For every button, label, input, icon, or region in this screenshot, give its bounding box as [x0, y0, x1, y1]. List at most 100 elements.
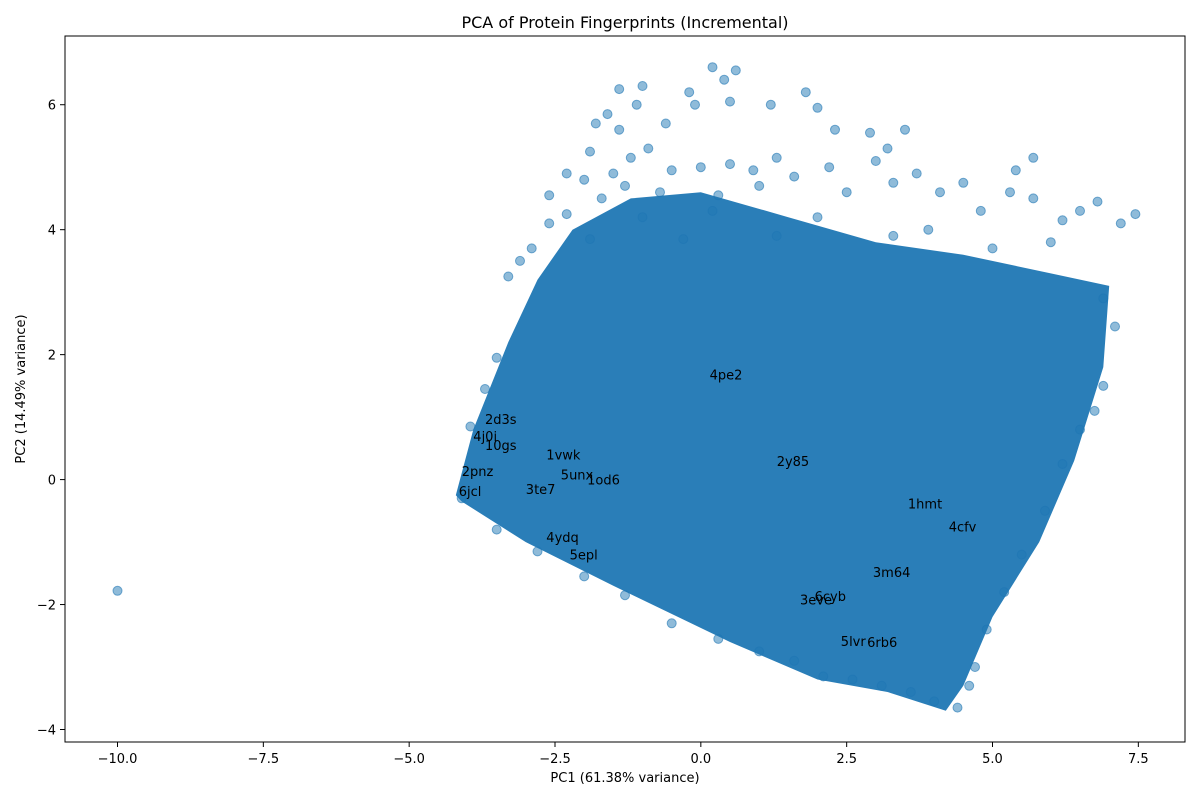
data-point [1115, 218, 1126, 229]
data-point [888, 230, 899, 241]
data-point [975, 205, 986, 216]
data-point [981, 624, 992, 635]
data-point [929, 696, 940, 707]
data-point [964, 680, 975, 691]
x-tick-label: −7.5 [248, 752, 280, 767]
data-point [748, 165, 759, 176]
plot-frame [64, 35, 1186, 743]
point-annotation: 1hmt [908, 497, 942, 512]
data-point [620, 180, 630, 191]
data-point [695, 162, 706, 173]
data-point [970, 662, 980, 672]
data-point [707, 62, 718, 73]
data-point [865, 127, 875, 138]
y-tick-label: 0 [48, 474, 56, 489]
point-annotation: 5epl [570, 549, 598, 564]
data-point [999, 587, 1010, 598]
data-point [666, 618, 677, 629]
data-point [637, 212, 648, 223]
data-point [1075, 424, 1085, 435]
data-point [1016, 549, 1027, 560]
x-tick-label: −5.0 [393, 752, 425, 767]
data-point [754, 180, 765, 191]
y-axis: −4 −2 0 2 4 6 [37, 99, 65, 739]
x-axis: −10.0 −7.5 −5.0 −2.5 0.0 2.5 5.0 7.5 [98, 742, 1149, 767]
data-point [841, 187, 852, 198]
point-annotation: 2pnz [462, 465, 494, 480]
data-point [614, 124, 625, 135]
data-point [620, 590, 630, 601]
data-point [515, 255, 525, 266]
data-point [614, 84, 625, 95]
data-point [812, 212, 823, 223]
data-point [888, 177, 899, 188]
data-point [480, 384, 490, 394]
data-point [544, 190, 555, 201]
data-point [1028, 152, 1039, 163]
data-point [1098, 380, 1109, 391]
data-point [465, 421, 476, 432]
data-point [1089, 405, 1100, 416]
data-point [719, 74, 730, 85]
data-point [725, 159, 735, 170]
data-point [602, 109, 613, 120]
point-annotation: 4cfv [949, 521, 977, 536]
y-tick-label: 6 [48, 99, 56, 114]
data-point [911, 168, 922, 179]
data-point [678, 234, 689, 245]
data-point [579, 174, 590, 185]
point-annotation: 1vwk [546, 449, 581, 464]
x-axis-label: PC1 (61.38% variance) [550, 771, 699, 786]
data-point [818, 671, 829, 682]
data-point [730, 65, 741, 76]
data-point [1040, 505, 1050, 516]
data-point [713, 190, 724, 201]
point-annotation: 5unx [561, 469, 594, 484]
data-point [625, 152, 636, 163]
data-point [1045, 237, 1056, 248]
x-tick-label: 2.5 [836, 752, 857, 767]
data-point [637, 81, 648, 91]
x-tick-label: 5.0 [982, 752, 1003, 767]
data-point [655, 187, 665, 198]
data-point [882, 143, 893, 154]
data-point [870, 156, 881, 166]
point-annotation: 6rb6 [867, 636, 897, 651]
point-annotation: 3m64 [873, 566, 910, 581]
data-point [1092, 196, 1103, 207]
data-point [631, 99, 642, 110]
data-point [876, 680, 887, 691]
data-point [532, 546, 543, 557]
point-annotation: 6jcl [459, 485, 482, 500]
x-tick-label: 0.0 [690, 752, 711, 767]
data-point [1005, 187, 1015, 198]
data-point [684, 87, 695, 98]
data-point [590, 118, 601, 129]
data-point [456, 493, 467, 504]
data-point [579, 571, 590, 582]
data-point [503, 271, 514, 282]
point-annotation: 4ydq [546, 531, 578, 546]
data-point [725, 96, 735, 107]
point-annotation: 3te7 [526, 483, 556, 498]
point-annotation: 5lvr [841, 635, 867, 650]
data-point [526, 243, 537, 254]
point-annotation: 4pe2 [710, 369, 743, 384]
data-point [707, 205, 718, 216]
x-tick-label: 7.5 [1128, 752, 1149, 767]
data-point [1130, 209, 1141, 220]
data-point [1098, 293, 1109, 304]
data-point [1057, 215, 1068, 226]
chart-title: PCA of Protein Fingerprints (Incremental… [461, 13, 788, 32]
point-annotation: 6cyb [815, 590, 846, 605]
y-tick-label: 4 [48, 224, 56, 239]
y-axis-label: PC2 (14.49% variance) [14, 314, 29, 463]
data-point [987, 243, 998, 254]
data-point [847, 674, 858, 685]
data-point [713, 633, 724, 644]
data-point [935, 187, 945, 198]
data-point [1010, 165, 1021, 176]
data-point [666, 165, 677, 176]
data-point [660, 118, 671, 129]
x-tick-label: −2.5 [539, 752, 571, 767]
